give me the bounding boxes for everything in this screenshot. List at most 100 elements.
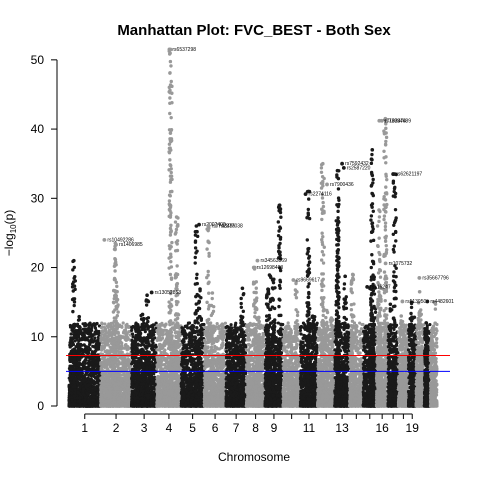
snp-point (76, 387, 80, 391)
snp-point (84, 336, 88, 340)
snp-point (68, 343, 72, 347)
snp-point (101, 376, 105, 380)
snp-point (93, 351, 97, 355)
snp-point (100, 341, 105, 345)
snp-point (99, 362, 103, 366)
snp-point (113, 247, 117, 252)
snp-peak-point (72, 258, 76, 263)
snp-point (126, 347, 130, 351)
snp-point (89, 378, 94, 382)
snp-point (125, 374, 129, 378)
snp-point (130, 371, 134, 375)
snp-point (111, 310, 116, 314)
snp-point (127, 380, 131, 384)
snp-point (78, 372, 83, 377)
snp-point (68, 364, 72, 368)
chromosome-2-points (99, 241, 134, 408)
snp-point (92, 358, 96, 362)
snp-point (112, 264, 117, 268)
snp-point (72, 323, 76, 327)
snp-point (94, 392, 98, 397)
snp-point (83, 347, 87, 351)
snp-point (69, 332, 73, 336)
snp-point (123, 383, 127, 388)
snp-point (113, 332, 117, 337)
snp-point (76, 318, 81, 322)
snp-point (130, 350, 134, 354)
snp-point (78, 328, 82, 333)
snp-point (71, 309, 75, 314)
snp-point (93, 388, 97, 392)
snp-point (116, 310, 120, 314)
snp-point (123, 363, 127, 367)
snp-point (107, 395, 112, 399)
snp-point (78, 381, 83, 386)
snp-point (72, 381, 76, 385)
snp-point (109, 339, 113, 343)
snp-point (78, 396, 82, 400)
snp-point (112, 337, 116, 341)
snp-point (118, 336, 123, 341)
snp-point (119, 373, 123, 377)
snp-point (81, 404, 85, 408)
snp-point (80, 363, 84, 367)
snp-point (107, 362, 111, 366)
snp-point (111, 365, 116, 369)
snp-point (115, 297, 120, 302)
snp-point (85, 391, 89, 396)
snp-point (72, 357, 77, 362)
snp-point (96, 341, 100, 346)
snp-point (116, 330, 120, 335)
snp-point (70, 285, 75, 289)
snp-point (87, 377, 91, 381)
snp-point (82, 393, 86, 397)
snp-point (101, 330, 105, 334)
snp-point (88, 354, 92, 358)
snp-point (103, 393, 108, 397)
snp-point (77, 399, 82, 403)
snp-point (112, 340, 116, 345)
snp-point (150, 324, 154, 328)
snp-point (71, 289, 75, 293)
snp-point (112, 395, 117, 400)
snp-point (81, 327, 85, 331)
snp-point (84, 404, 88, 408)
chart-title: Manhattan Plot: FVC_BEST - Both Sex (117, 22, 391, 39)
snp-point (86, 366, 90, 370)
snp-point (76, 335, 80, 339)
snp-point (115, 337, 119, 341)
snp-point (104, 337, 108, 341)
snp-point (112, 301, 116, 305)
snp-point (86, 399, 90, 403)
snp-point (71, 385, 75, 389)
snp-point (105, 334, 109, 338)
snp-point (107, 350, 111, 354)
snp-point (73, 274, 77, 279)
snp-point (77, 339, 81, 343)
snp-point (73, 388, 77, 392)
snp-point (113, 392, 117, 397)
snp-point (92, 322, 96, 326)
snp-point (103, 322, 107, 326)
snp-point (154, 345, 158, 349)
snp-point (121, 321, 125, 325)
snp-point (112, 296, 116, 301)
snp-point (84, 384, 88, 389)
snp-point (101, 399, 105, 403)
snp-point (112, 350, 117, 355)
snp-point (116, 382, 121, 386)
snp-point (70, 297, 75, 302)
snp-point (120, 402, 124, 406)
snp-point (146, 327, 150, 331)
snp-peak-point (111, 288, 116, 293)
snp-point (108, 388, 112, 393)
snp-point (70, 341, 75, 345)
snp-point (131, 360, 135, 365)
snp-point (71, 268, 75, 272)
snp-point (123, 330, 128, 334)
snp-point (71, 329, 75, 333)
snp-point (93, 403, 98, 408)
snp-point (113, 400, 117, 404)
snp-point (83, 373, 88, 377)
